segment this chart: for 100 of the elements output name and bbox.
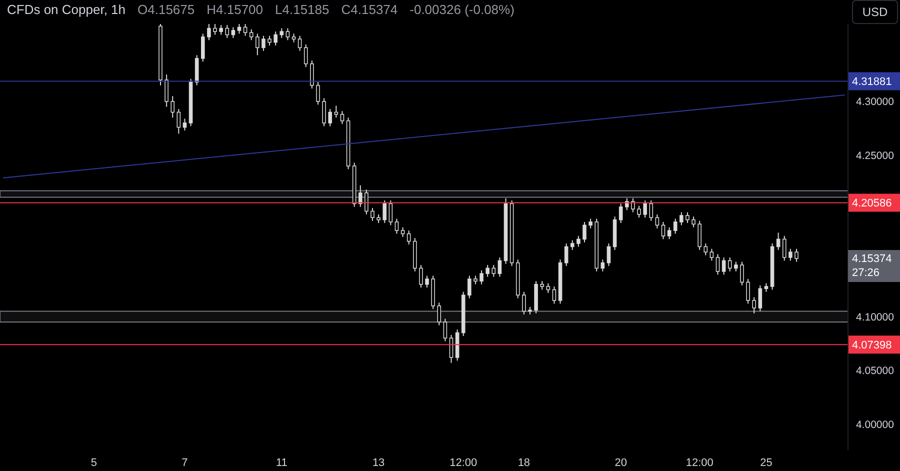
candlestick [443,318,448,342]
candlestick [740,261,744,286]
x-tick-label: 7 [182,456,188,469]
candlestick [394,218,399,234]
x-tick-label: 11 [276,456,288,469]
candlestick [794,248,798,262]
candlestick [704,242,708,256]
x-tick-label: 18 [518,456,530,469]
candlestick [176,108,181,134]
candlestick [588,218,592,229]
candlestick [310,60,314,90]
candlestick [225,24,230,38]
candlestick [492,264,496,278]
candlestick [400,226,405,238]
candlestick [370,207,374,222]
ref-line-label: 4.20586 [852,198,892,210]
candlestick [758,284,762,312]
text: O4.15675 [138,2,195,17]
candlestick [692,216,696,228]
x-tick-label: 25 [760,456,772,469]
candlestick [164,74,168,108]
y-tick-label: 4.05000 [856,365,894,378]
text: 27:26 [852,266,881,280]
candlestick [268,35,272,46]
x-tick-label: 20 [614,456,627,469]
candlestick [734,261,738,272]
candlestick [207,24,211,41]
candlestick [382,200,387,224]
candlestick [328,108,332,127]
x-tick-label: 13 [372,456,385,469]
candlestick [643,200,647,218]
candlestick [358,184,362,208]
x-tick-label: 12:00 [450,456,478,469]
y-tick-label: 4.25000 [856,150,894,162]
candlestick [262,35,266,52]
candlestick [201,33,205,62]
candlestick [237,24,242,34]
candlestick [256,33,260,56]
candlestick [564,242,568,267]
candlestick [425,275,429,288]
candlestick [340,110,344,125]
candlestick [334,105,338,118]
candlestick [776,232,780,250]
ref-line-label: 4.07398 [852,340,892,352]
candlestick [304,44,308,68]
candlestick [655,214,660,229]
chart-title: CFDs on Copper, 1h [7,2,126,17]
candlestick [728,256,732,272]
candlestick [437,302,442,326]
candlestick [746,278,750,304]
candlestick [606,242,611,267]
ref-line-label: 4.31881 [852,76,892,88]
candlestick [600,259,605,272]
candlestick [498,256,502,278]
candlestick [673,218,678,234]
y-axis-title: USD [852,0,898,24]
candlestick [788,248,792,262]
candlestick [243,24,248,36]
candlestick [698,220,702,250]
candlestick [286,28,290,41]
candlestick [406,230,411,246]
candlestick [522,291,526,315]
candlestick [182,118,187,131]
candlestick [219,24,223,36]
candlestick [298,35,302,52]
candlestick [552,286,556,304]
candlestick [618,203,623,224]
candlestick [546,282,550,294]
candlestick [274,31,278,46]
candlestick [710,248,714,262]
candlestick [364,189,368,215]
candlestick [576,235,580,248]
candlestick [570,240,574,250]
text: -0.00326 (-0.08%) [410,2,514,17]
text: C4.15374 [341,2,398,17]
text: 4.15374 [852,252,893,266]
candlestick [631,198,635,213]
candlestick [316,82,320,106]
candlestick [486,264,490,278]
x-tick-label: 5 [90,456,97,469]
candlestick [480,270,484,285]
candlestick [637,205,641,218]
candlestick [752,296,756,314]
candlestick [782,235,786,262]
candlestick [722,256,726,276]
candlestick [280,28,284,38]
candlestick [649,200,654,222]
candlestick [419,264,423,288]
candlestick [468,275,472,299]
text: L4.15185 [275,2,330,17]
candlestick [231,26,236,38]
candlestick [667,226,672,240]
y-tick-label: 4.00000 [856,418,894,431]
candlestick [213,24,217,36]
candlestick [680,212,684,226]
candlestick [322,98,326,127]
text: H4.15700 [206,2,264,17]
x-tick-label: 12:00 [686,456,714,469]
candlestick [686,212,690,224]
candlestick [661,221,666,240]
